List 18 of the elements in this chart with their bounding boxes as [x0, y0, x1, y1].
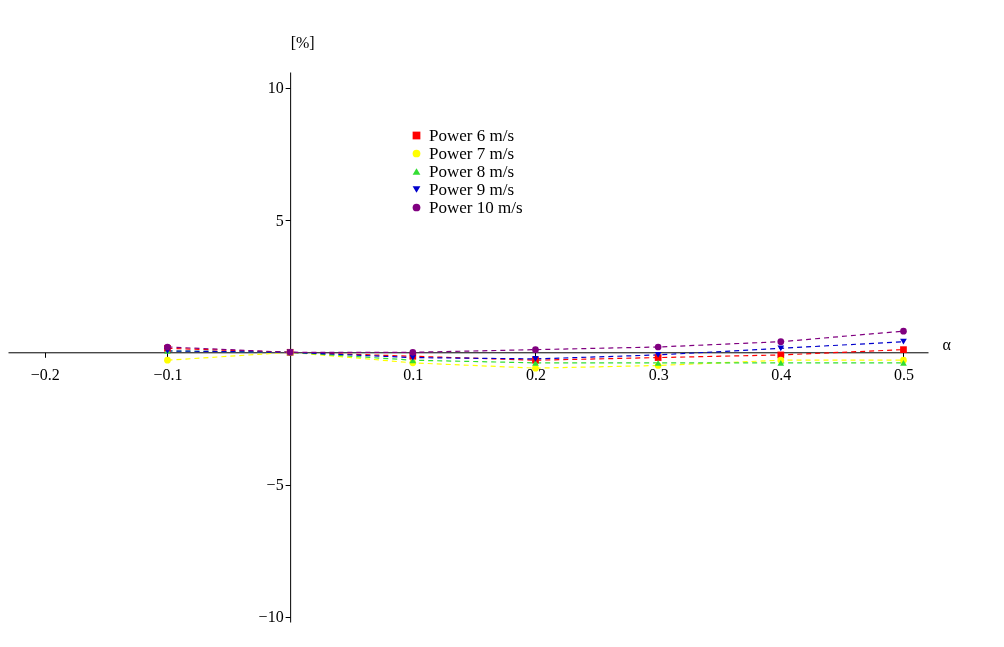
x-tick-label: −0.1 — [153, 365, 183, 383]
x-tick-label: 0.1 — [403, 365, 424, 383]
x-tick-label: 0.5 — [893, 365, 914, 383]
x-tick-label: 0.2 — [525, 365, 546, 383]
legend-label: Power 7 m/s — [429, 143, 514, 163]
x-tick-label: 0.4 — [771, 365, 792, 383]
x-tick-label: 0.3 — [648, 365, 669, 383]
legend-label: Power 10 m/s — [429, 197, 523, 217]
x-axis-title: α — [942, 335, 952, 353]
x-tick-label: −0.2 — [30, 365, 60, 383]
y-tick-label: −10 — [258, 608, 284, 626]
y-tick-label: −5 — [266, 476, 284, 493]
legend-label: Power 8 m/s — [429, 161, 514, 181]
y-tick-label: 5 — [275, 211, 284, 229]
legend-label: Power 6 m/s — [429, 125, 514, 145]
y-axis-title: [%] — [290, 33, 315, 51]
y-tick-label: 10 — [267, 79, 284, 97]
legend-label: Power 9 m/s — [429, 179, 514, 199]
